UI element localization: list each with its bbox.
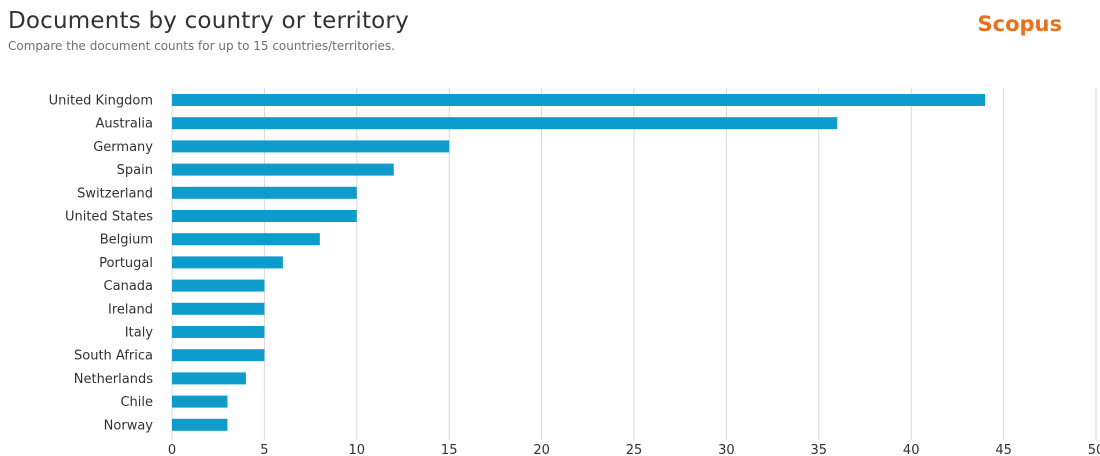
category-label: Chile [120, 395, 153, 410]
category-label: Spain [117, 163, 153, 178]
chart-header: Documents by country or territory Compar… [8, 4, 409, 54]
x-tick-label: 20 [533, 443, 550, 456]
category-label: Portugal [99, 256, 153, 271]
bar[interactable] [172, 210, 357, 222]
category-label: Germany [93, 140, 153, 155]
bar[interactable] [172, 233, 320, 246]
x-tick-label: 10 [349, 443, 366, 456]
bar[interactable] [172, 302, 265, 315]
category-label: South Africa [74, 349, 153, 364]
category-label: Italy [125, 326, 154, 341]
category-label: Ireland [108, 302, 153, 317]
x-tick-label: 45 [995, 443, 1012, 456]
bar[interactable] [172, 140, 450, 153]
category-label: United States [65, 210, 153, 225]
category-label: United Kingdom [49, 94, 153, 109]
bar[interactable] [172, 326, 265, 338]
category-label: Norway [104, 418, 154, 433]
x-tick-label: 25 [626, 443, 643, 456]
bar[interactable] [172, 395, 228, 408]
category-label: Switzerland [77, 186, 153, 201]
category-label: Netherlands [74, 372, 153, 387]
scopus-logo: Scopus [977, 12, 1062, 36]
category-label: Canada [104, 279, 153, 294]
x-tick-label: 15 [441, 443, 458, 456]
bar[interactable] [172, 186, 357, 199]
x-tick-label: 30 [718, 443, 735, 456]
x-tick-label: 40 [903, 443, 920, 456]
bar[interactable] [172, 94, 986, 106]
bar[interactable] [172, 256, 283, 269]
category-label: Australia [95, 117, 153, 132]
bar[interactable] [172, 372, 246, 385]
x-tick-label: 0 [168, 443, 176, 456]
category-label: Belgium [100, 233, 153, 248]
x-tick-label: 5 [260, 443, 268, 456]
bar[interactable] [172, 279, 265, 292]
bar[interactable] [172, 163, 394, 176]
chart-title: Documents by country or territory [8, 8, 409, 34]
x-tick-label: 35 [811, 443, 828, 456]
x-tick-label: 50 [1088, 443, 1100, 456]
bar[interactable] [172, 117, 838, 130]
bar[interactable] [172, 418, 228, 431]
bar[interactable] [172, 349, 265, 362]
chart-subtitle: Compare the document counts for up to 15… [8, 39, 395, 53]
